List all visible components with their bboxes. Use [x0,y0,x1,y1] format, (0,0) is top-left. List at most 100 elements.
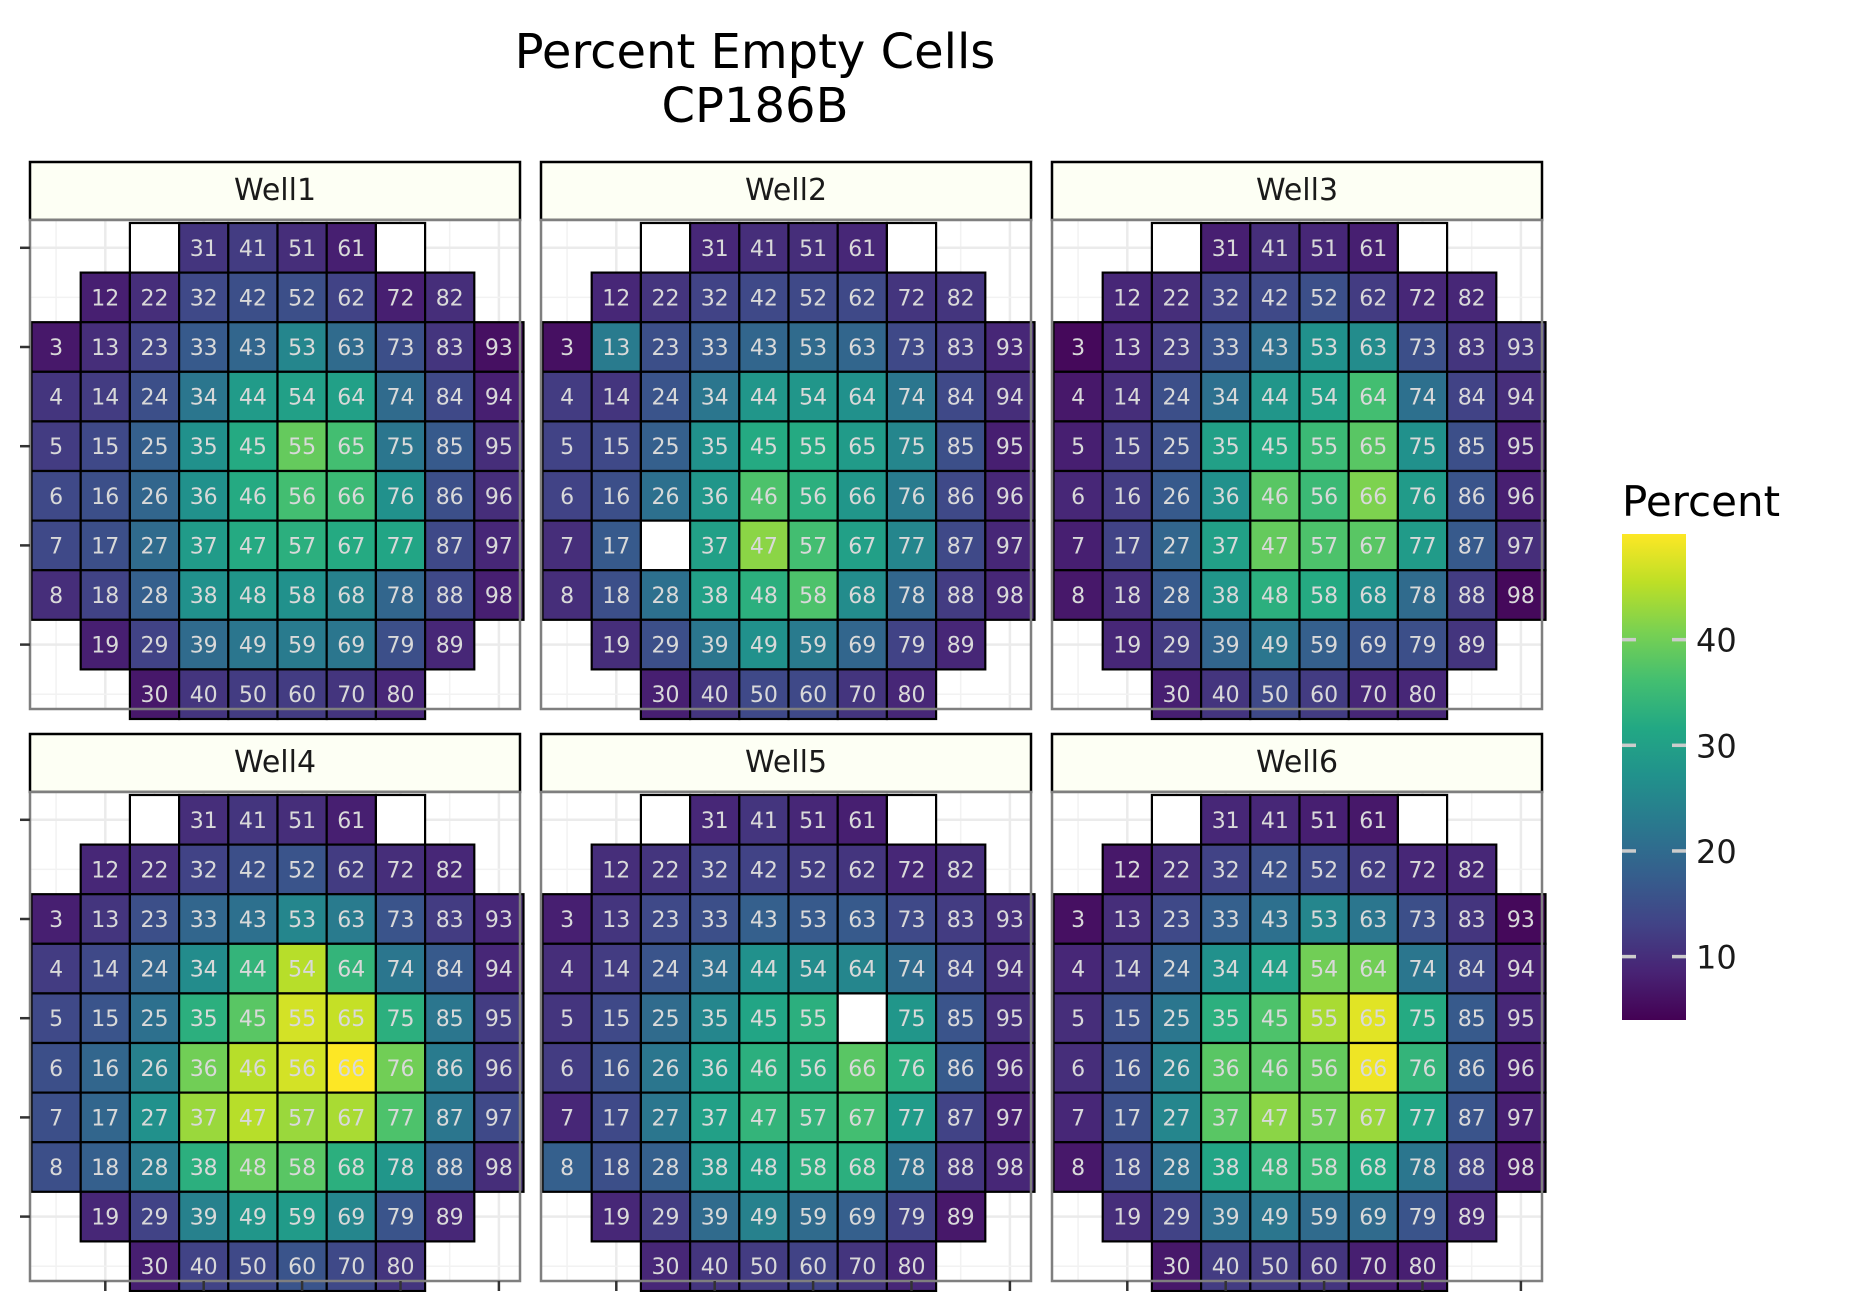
heatmap-cell [1101,843,1153,896]
cell-label: 23 [652,336,680,361]
heatmap-cell [541,1141,593,1193]
cell-label: 85 [947,1007,975,1032]
cell-label: 88 [436,1156,464,1181]
heatmap-cell [128,942,181,995]
cell-label: 82 [436,858,464,883]
heatmap-cell [227,618,279,671]
cell-label: 67 [848,1106,876,1131]
heatmap-cell [473,1141,525,1193]
cell-label: 78 [898,584,926,609]
cell-label: 77 [898,534,926,559]
cell-label: 44 [750,958,778,983]
cell-label: 76 [387,1057,415,1082]
cell-label: 76 [1409,485,1437,510]
cell-label: 12 [1113,286,1141,311]
heatmap-cell [1101,420,1153,473]
cell-label: 57 [288,534,316,559]
cell-label: 55 [799,1007,827,1032]
heatmap-cell [1347,793,1399,846]
cell-label: 33 [701,908,729,933]
heatmap-cell [79,942,131,995]
cell-label: 4 [560,386,574,411]
heatmap-cell [639,271,692,324]
cell-label: 78 [387,584,415,609]
cell-label: 27 [1163,534,1191,559]
cell-label: 64 [337,386,365,411]
heatmap-cell [1495,469,1547,522]
cell-label: 75 [387,1007,415,1032]
cell-label: 15 [1113,435,1141,460]
cell-label: 50 [750,1255,778,1280]
cell-label: 36 [190,1057,218,1082]
cell-label: 51 [288,237,316,262]
facet-strip [28,732,522,794]
heatmap-cell [1199,569,1252,621]
heatmap-cell [688,942,741,995]
cell-label: 75 [1409,1007,1437,1032]
cell-label: 15 [91,435,119,460]
heatmap-cell [30,569,82,621]
heatmap-cell [1445,942,1498,995]
heatmap-cell [178,321,230,373]
cell-label: 52 [1310,858,1338,883]
heatmap-cell [639,221,692,274]
cell-label: 33 [190,908,218,933]
chart-subtitle: CP186B [661,78,848,134]
heatmap-cell [639,793,692,846]
heatmap-cells: 3456781213141516171819222324252627282930… [541,793,1036,1292]
heatmap-cell [374,1091,427,1144]
heatmap-cell [1249,469,1301,522]
cell-label: 98 [996,1156,1024,1181]
facet-label: Well6 [1256,745,1338,780]
cell-label: 87 [947,534,975,559]
heatmap-cells: 3456781213141516171819222324252627282930… [1052,793,1547,1292]
heatmap-cell [227,668,279,721]
heatmap-cell [885,370,938,423]
cell-label: 89 [947,634,975,659]
heatmap-cell [325,1041,378,1094]
heatmap-cell [885,1190,938,1243]
cell-label: 56 [288,485,316,510]
cell-label: 31 [1212,809,1240,834]
heatmap-cell [374,221,427,274]
cell-label: 45 [750,1007,778,1032]
panel-border [1050,218,1544,711]
facet-panels: Well134567812131415161718192223242526272… [20,160,1547,1292]
heatmap-cell [738,519,790,572]
cell-label: 24 [141,386,169,411]
cell-label: 40 [1212,1255,1240,1280]
heatmap-cell [128,1190,181,1243]
cell-label: 65 [337,435,365,460]
cell-label: 5 [49,1007,63,1032]
heatmap-cell [276,668,328,721]
cell-label: 87 [436,1106,464,1131]
cell-label: 77 [1409,1106,1437,1131]
cell-label: 84 [947,958,975,983]
heatmap-cell [1495,519,1547,572]
cell-label: 34 [701,386,729,411]
heatmap-cell [984,942,1036,995]
cell-label: 5 [560,1007,574,1032]
cell-label: 30 [652,1255,680,1280]
cell-label: 66 [848,1057,876,1082]
heatmap-cell [738,618,790,671]
heatmap-cell [227,469,279,522]
cell-label: 31 [701,237,729,262]
cell-label: 79 [1409,1206,1437,1231]
cell-label: 45 [239,1007,267,1032]
heatmap-cell [1101,1190,1153,1243]
cell-label: 43 [1261,336,1289,361]
cell-label: 47 [239,1106,267,1131]
heatmap-cell [227,942,279,995]
cell-label: 63 [848,908,876,933]
cell-label: 30 [1163,1255,1191,1280]
cell-label: 48 [750,584,778,609]
legend-tick-label: 40 [1696,622,1737,660]
cell-label: 66 [337,485,365,510]
heatmap-cell [374,469,427,522]
cell-label: 16 [602,1057,630,1082]
cell-label: 3 [560,336,574,361]
panel-well1: Well134567812131415161718192223242526272… [20,160,525,721]
facet-label: Well5 [745,745,827,780]
heatmap-cell [836,1141,889,1193]
